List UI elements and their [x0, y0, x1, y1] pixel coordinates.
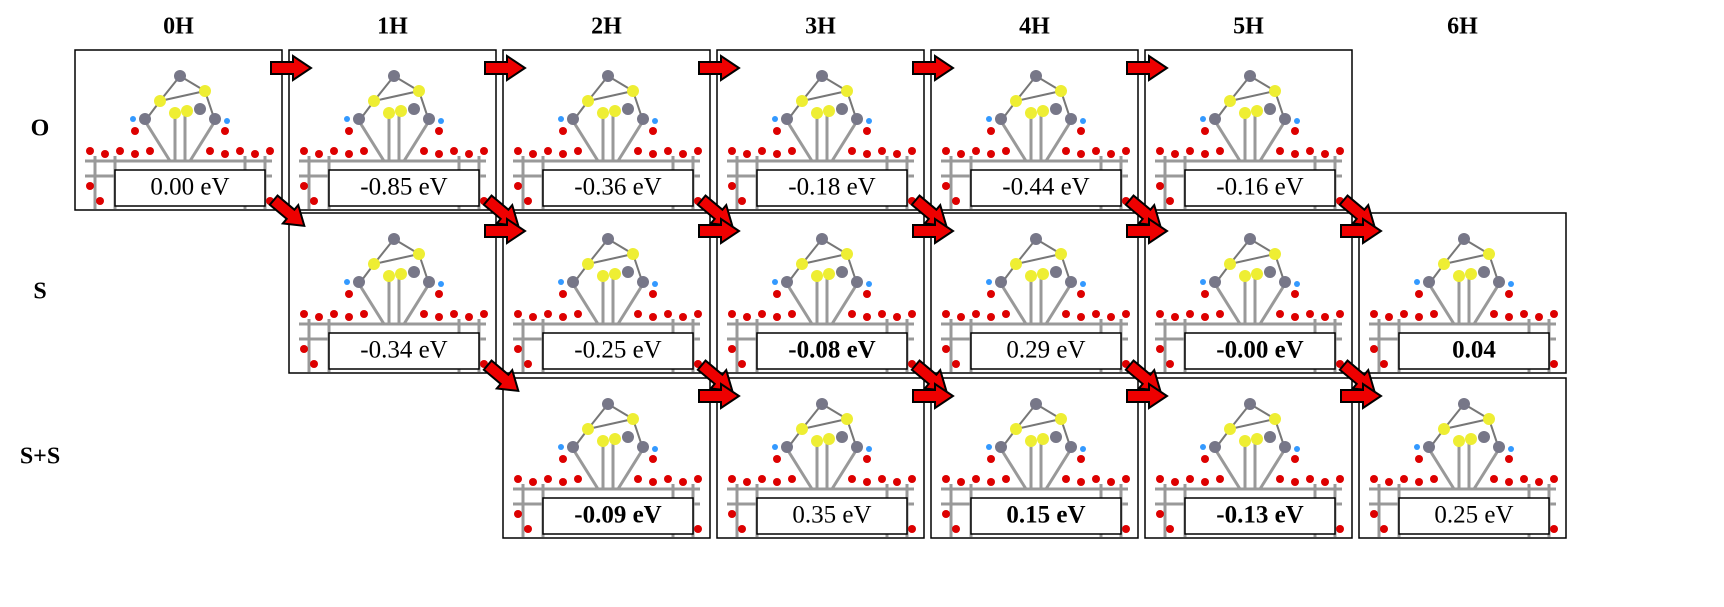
energy-label: -0.09 eV: [574, 502, 661, 529]
row-label: O: [31, 116, 50, 142]
panel: -0.08 eV: [716, 212, 925, 374]
energy-label: -0.36 eV: [574, 174, 661, 201]
panel: -0.85 eV: [288, 49, 497, 211]
column-header: 3H: [805, 14, 836, 40]
panel: -0.09 eV: [502, 377, 711, 539]
energy-label: 0.15 eV: [1006, 502, 1085, 529]
energy-box: [328, 169, 480, 207]
energy-box: [542, 497, 694, 535]
energy-label: -0.25 eV: [574, 337, 661, 364]
column-header: 0H: [163, 14, 194, 40]
energy-label: -0.85 eV: [360, 174, 447, 201]
energy-box: [756, 497, 908, 535]
energy-label: 0.29 eV: [1006, 337, 1085, 364]
energy-label: -0.00 eV: [1216, 337, 1303, 364]
energy-box: [1184, 497, 1336, 535]
panel: 0.25 eV: [1358, 377, 1567, 539]
energy-box: [542, 169, 694, 207]
energy-box: [970, 332, 1122, 370]
energy-box: [1398, 332, 1550, 370]
energy-box: [970, 169, 1122, 207]
panel: -0.18 eV: [716, 49, 925, 211]
column-header: 5H: [1233, 14, 1264, 40]
energy-box: [1184, 169, 1336, 207]
energy-box: [114, 169, 266, 207]
panel: -0.44 eV: [930, 49, 1139, 211]
column-header: 1H: [377, 14, 408, 40]
energy-box: [1184, 332, 1336, 370]
energy-label: -0.08 eV: [788, 337, 875, 364]
energy-label: 0.25 eV: [1434, 502, 1513, 529]
energy-box: [328, 332, 480, 370]
energy-box: [756, 332, 908, 370]
panel: -0.13 eV: [1144, 377, 1353, 539]
energy-box: [1398, 497, 1550, 535]
energy-label: -0.13 eV: [1216, 502, 1303, 529]
energy-label: -0.34 eV: [360, 337, 447, 364]
column-header: 2H: [591, 14, 622, 40]
row-label: S: [33, 279, 46, 305]
energy-label: -0.16 eV: [1216, 174, 1303, 201]
column-header: 4H: [1019, 14, 1050, 40]
panel: -0.00 eV: [1144, 212, 1353, 374]
panel: -0.36 eV: [502, 49, 711, 211]
panel: 0.29 eV: [930, 212, 1139, 374]
energy-box: [542, 332, 694, 370]
energy-label: -0.18 eV: [788, 174, 875, 201]
panel: -0.34 eV: [288, 212, 497, 374]
panel: 0.35 eV: [716, 377, 925, 539]
panel: 0.04: [1358, 212, 1567, 374]
panel: -0.16 eV: [1144, 49, 1353, 211]
panel: 0.15 eV: [930, 377, 1139, 539]
row-label: S+S: [20, 444, 60, 470]
energy-label: -0.44 eV: [1002, 174, 1089, 201]
energy-box: [970, 497, 1122, 535]
energy-label: 0.00 eV: [150, 174, 229, 201]
energy-box: [756, 169, 908, 207]
energy-label: 0.35 eV: [792, 502, 871, 529]
panel: -0.25 eV: [502, 212, 711, 374]
panel: 0.00 eV: [74, 49, 283, 211]
energy-label: 0.04: [1452, 337, 1496, 364]
column-header: 6H: [1447, 14, 1478, 40]
